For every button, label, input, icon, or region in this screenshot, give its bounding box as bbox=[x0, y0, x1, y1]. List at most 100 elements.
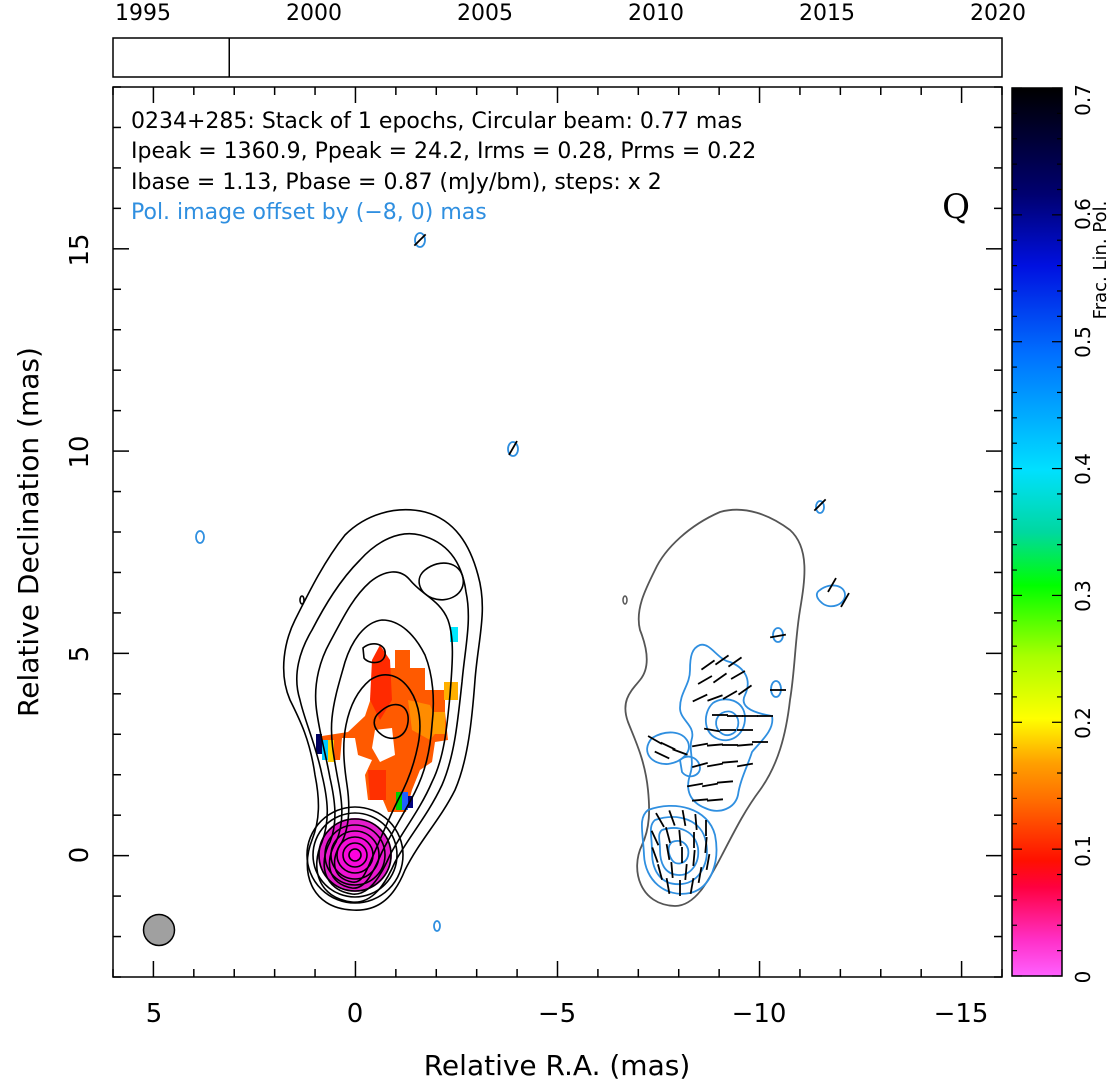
colorbar-tick-label: 0 bbox=[1071, 971, 1095, 984]
total-intensity-contour bbox=[373, 703, 409, 739]
evpa-vector bbox=[692, 762, 708, 768]
timeline-year: 2010 bbox=[628, 1, 684, 26]
total-intensity-contour bbox=[314, 571, 454, 895]
evpa-vector bbox=[508, 440, 518, 456]
pol-contour bbox=[667, 840, 690, 865]
evpa-vector bbox=[730, 670, 746, 680]
colorbar-label: Frac. Lin. Pol. bbox=[1090, 201, 1111, 320]
frac-pol-jet-patch bbox=[368, 770, 386, 800]
evpa-vector bbox=[722, 690, 738, 700]
frac-pol-pixel bbox=[402, 792, 408, 810]
evpa-vector bbox=[813, 498, 827, 512]
annotation-line-1: 0234+285: Stack of 1 epochs, Circular be… bbox=[131, 109, 742, 134]
frac-pol-pixel bbox=[396, 792, 402, 810]
y-axis-label: Relative Declination (mas) bbox=[12, 347, 45, 717]
timeline-box bbox=[112, 37, 1003, 78]
timeline-year: 2015 bbox=[799, 1, 855, 26]
frac-pol-pixel bbox=[328, 740, 334, 762]
annotation-line-2: Ipeak = 1360.9, Ppeak = 24.2, Irms = 0.2… bbox=[131, 139, 756, 164]
x-tick-label: −10 bbox=[732, 999, 787, 1029]
band-label: Q bbox=[942, 187, 970, 227]
evpa-vector bbox=[706, 743, 724, 747]
y-tick-label: 10 bbox=[65, 435, 95, 468]
evpa-vector bbox=[714, 654, 730, 666]
evpa-vector bbox=[665, 843, 671, 861]
evpa-vector bbox=[712, 672, 728, 684]
x-axis-label: Relative R.A. (mas) bbox=[424, 1049, 691, 1082]
pol-contour bbox=[507, 441, 519, 457]
total-intensity-contour bbox=[348, 848, 362, 862]
colorbar-tick-label: 0.5 bbox=[1071, 326, 1095, 358]
frac-pol-pixel bbox=[450, 627, 458, 642]
evpa-vector bbox=[727, 656, 743, 668]
colorbar-gradient bbox=[1011, 87, 1063, 977]
pol-contour bbox=[704, 698, 746, 742]
evpa-vector bbox=[657, 864, 663, 880]
evpa-vector bbox=[670, 861, 674, 879]
total-intensity-contour bbox=[362, 643, 386, 664]
y-tick-label: 15 bbox=[65, 233, 95, 266]
timeline-year: 2005 bbox=[457, 1, 513, 26]
colorbar-tick-label: 0.4 bbox=[1071, 453, 1095, 485]
pol-contour bbox=[433, 920, 441, 932]
evpa-vector bbox=[660, 741, 676, 751]
evpa-vector bbox=[413, 233, 427, 247]
evpa-vector bbox=[691, 798, 709, 802]
evpa-vector bbox=[827, 577, 837, 593]
evpa-vector bbox=[651, 847, 659, 863]
beam-ellipse bbox=[142, 913, 176, 947]
pol-contour bbox=[414, 232, 426, 248]
pol-contour bbox=[649, 816, 708, 885]
evpa-vectors bbox=[413, 233, 850, 896]
frac-pol-pixel bbox=[316, 734, 322, 754]
total-intensity-contour bbox=[306, 806, 404, 904]
x-tick-label: 0 bbox=[347, 999, 364, 1029]
evpa-vector bbox=[650, 830, 660, 846]
colorbar-tick-label: 0.3 bbox=[1071, 580, 1095, 612]
evpa-vector bbox=[668, 810, 676, 826]
evpa-vector bbox=[647, 735, 663, 745]
total-intensity-contour bbox=[418, 562, 464, 601]
colorbar-tick-label: 0.7 bbox=[1071, 84, 1095, 116]
y-tick-labels: 0 5 10 15 bbox=[65, 233, 95, 863]
colorbar-tick-label: 0.1 bbox=[1071, 835, 1095, 867]
evpa-vector bbox=[737, 684, 753, 696]
evpa-vector bbox=[736, 762, 754, 768]
x-tick-label: −15 bbox=[934, 999, 989, 1029]
y-tick-label: 5 bbox=[65, 646, 95, 663]
pol-contour bbox=[195, 530, 205, 544]
total-intensity-contour bbox=[282, 508, 484, 911]
timeline-year: 1995 bbox=[115, 1, 171, 26]
evpa-vector bbox=[716, 780, 734, 784]
pol-contour bbox=[679, 755, 701, 778]
evpa-vector bbox=[700, 659, 716, 671]
evpa-vector bbox=[678, 829, 682, 847]
pol-image bbox=[195, 232, 850, 932]
total-intensity-contour bbox=[342, 842, 368, 868]
pol-contour bbox=[679, 643, 774, 812]
pol-contour bbox=[658, 827, 700, 876]
timeline-year: 2020 bbox=[970, 1, 1026, 26]
frac-pol-pixel bbox=[433, 712, 445, 734]
axis-ticks bbox=[112, 86, 1003, 978]
pol-intensity-contours bbox=[195, 232, 846, 932]
evpa-vector bbox=[691, 742, 709, 748]
total-intensity-contour bbox=[336, 836, 374, 874]
colorbar: 0 0.1 0.2 0.3 0.4 0.5 0.6 0.7 Frac. Lin.… bbox=[1011, 84, 1111, 984]
total-intensity-contour bbox=[333, 674, 421, 883]
pol-contour bbox=[715, 710, 740, 737]
frac-pol-jet-patch bbox=[370, 645, 392, 720]
evpa-vector bbox=[697, 675, 713, 685]
total-intensity-contour bbox=[330, 830, 380, 880]
x-tick-label: 5 bbox=[146, 999, 163, 1029]
evpa-vector bbox=[697, 866, 703, 884]
evpa-vector bbox=[692, 693, 708, 703]
evpa-vector bbox=[706, 798, 724, 802]
pol-contour bbox=[646, 731, 690, 765]
annotation-line-4: Pol. image offset by (−8, 0) mas bbox=[131, 200, 487, 225]
evpa-vector bbox=[665, 827, 671, 843]
evpa-vector bbox=[684, 863, 688, 881]
evpa-vector bbox=[654, 750, 670, 760]
x-tick-labels: 5 0 −5 −10 −15 bbox=[146, 999, 989, 1029]
pol-contour bbox=[770, 680, 782, 698]
